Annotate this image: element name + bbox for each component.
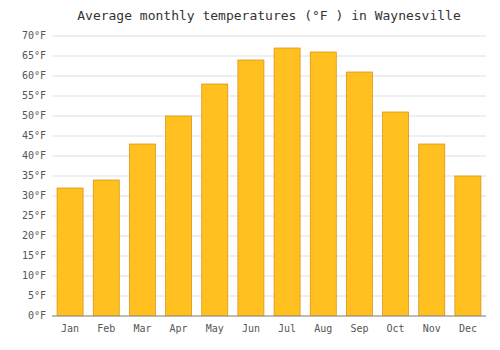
y-tick-label: 0°F xyxy=(28,310,46,321)
x-tick-label: Sep xyxy=(350,323,368,334)
bar xyxy=(166,116,192,316)
grid-line xyxy=(52,36,486,37)
grid-line xyxy=(52,96,486,97)
x-tick-label: Jan xyxy=(61,323,79,334)
bar xyxy=(57,188,83,316)
y-tick-label: 10°F xyxy=(22,270,46,281)
bar xyxy=(455,176,481,316)
grid-line xyxy=(52,136,486,137)
x-tick-label: Oct xyxy=(387,323,405,334)
grid-line xyxy=(52,116,486,117)
bar xyxy=(274,48,300,316)
x-tick-label: May xyxy=(206,323,224,334)
bar xyxy=(238,60,264,316)
bar xyxy=(419,144,445,316)
bars xyxy=(57,48,481,316)
bar xyxy=(310,52,336,316)
bar xyxy=(93,180,119,316)
y-tick-label: 60°F xyxy=(22,70,46,81)
bar xyxy=(202,84,228,316)
y-tick-label: 5°F xyxy=(28,290,46,301)
chart-container: Average monthly temperatures (°F ) in Wa… xyxy=(0,0,500,350)
x-axis-line xyxy=(52,316,486,317)
x-tick-label: Aug xyxy=(314,323,332,334)
chart: Average monthly temperatures (°F ) in Wa… xyxy=(0,0,500,350)
x-tick-label: Dec xyxy=(459,323,477,334)
x-tick-label: Nov xyxy=(423,323,441,334)
y-tick-label: 25°F xyxy=(22,210,46,221)
y-tick-label: 30°F xyxy=(22,190,46,201)
y-tick-label: 50°F xyxy=(22,110,46,121)
grid-line xyxy=(52,56,486,57)
x-tick-label: Jul xyxy=(278,323,296,334)
bar xyxy=(383,112,409,316)
y-tick-label: 35°F xyxy=(22,170,46,181)
grid-line xyxy=(52,316,486,317)
y-tick-label: 40°F xyxy=(22,150,46,161)
y-tick-labels: 0°F 5°F 10°F 15°F 20°F 25°F 30°F 35°F 40°F 45°F 50… xyxy=(22,30,46,321)
y-tick-label: 45°F xyxy=(22,130,46,141)
grid xyxy=(52,36,486,316)
bar xyxy=(346,72,372,316)
title: Average monthly temperatures (°F ) in Wa… xyxy=(77,8,461,23)
bar xyxy=(129,144,155,316)
grid-line xyxy=(52,76,486,77)
x-tick-label: Jun xyxy=(242,323,260,334)
x-tick-label: Apr xyxy=(170,323,188,334)
y-tick-label: 20°F xyxy=(22,230,46,241)
y-tick-label: 15°F xyxy=(22,250,46,261)
x-tick-label: Mar xyxy=(133,323,151,334)
y-tick-label: 55°F xyxy=(22,90,46,101)
y-tick-label: 70°F xyxy=(22,30,46,41)
x-tick-labels: Jan Feb Mar Apr May Jun Jul Aug Sep Oct Nov Dec xyxy=(61,323,477,334)
y-tick-label: 65°F xyxy=(22,50,46,61)
x-tick-label: Feb xyxy=(97,323,115,334)
